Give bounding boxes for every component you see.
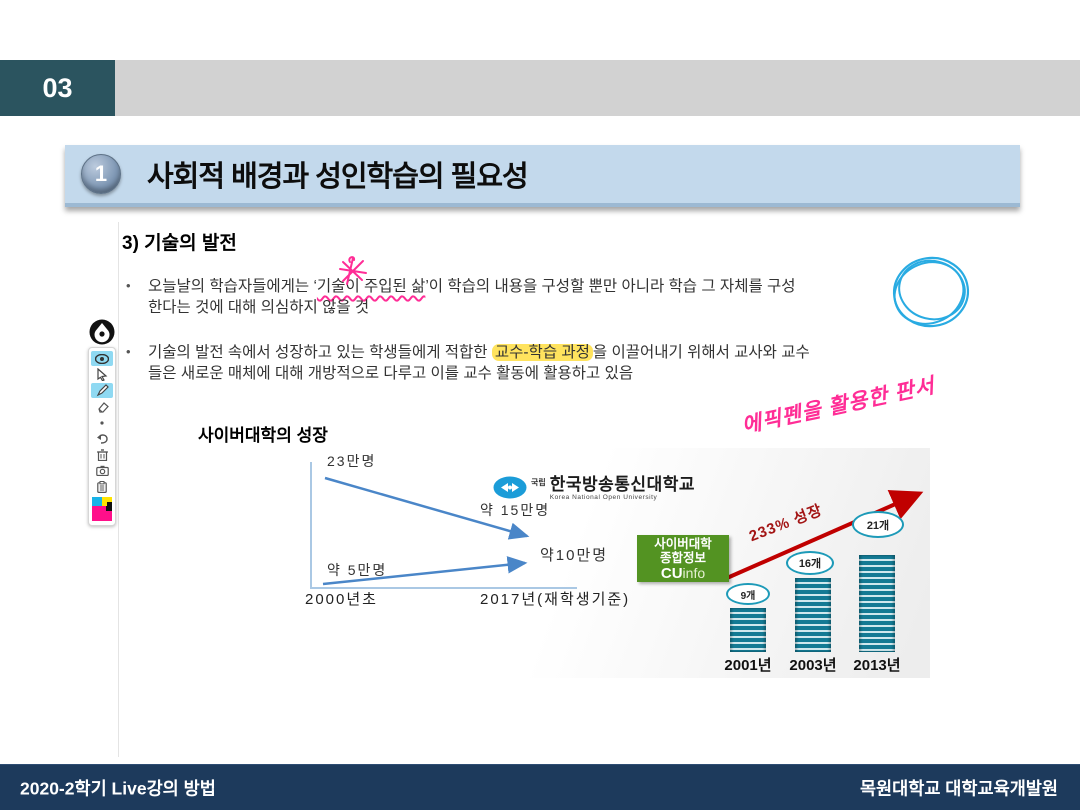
undo-icon[interactable] <box>91 431 113 446</box>
bullet-item-1: • 오늘날의 학습자들에게는 ‘기술이 주입된 삶’이 학습의 내용을 구성할 … <box>126 276 796 318</box>
black-corner-swatch <box>107 502 112 506</box>
bar-2001 <box>730 608 766 652</box>
cuinfo-line2: 종합정보 <box>659 550 706 565</box>
bullet-item-2: • 기술의 발전 속에서 성장하고 있는 학생들에게 적합한 교수-학습 과정 을… <box>126 342 810 384</box>
cuinfo-brand-bold: CU <box>660 565 683 582</box>
knou-emblem-icon <box>493 476 527 499</box>
epic-pen-panel <box>88 347 116 526</box>
visibility-icon[interactable] <box>91 351 113 366</box>
knou-name-english: Korea National Open University <box>549 494 658 501</box>
bullet2-line2: 들은 새로운 매체에 대해 개방적으로 다루고 이를 교수 활동에 활용하고 있… <box>148 365 634 382</box>
knou-name: 한국방송통신대학교 <box>549 475 695 494</box>
chart-lines <box>310 462 924 589</box>
screenshot-icon[interactable] <box>91 463 113 478</box>
bullet1-line2: 한다는 것에 대해 의심하지 않을 것 <box>148 299 370 316</box>
knou-logo: 국립 한국방송통신대학교 Korea National Open Univers… <box>493 476 695 501</box>
cursor-icon[interactable] <box>91 367 113 382</box>
black-swatch[interactable] <box>106 506 112 511</box>
bullet1-pen-underlined-text: 기술이 주입된 삶 <box>316 278 426 295</box>
color-palette-icon[interactable] <box>92 497 112 521</box>
footer-bar: 2020-2학기 Live강의 방법 목원대학교 대학교육개발원 <box>0 764 1080 810</box>
bullet2-highlighted-text: 교수-학습 과정 <box>491 344 593 361</box>
section-number-badge: 1 <box>81 154 121 194</box>
eraser-icon[interactable] <box>91 399 113 414</box>
bullet-marker: • <box>126 344 131 359</box>
footer-course-title: 2020-2학기 Live강의 방법 <box>20 778 216 798</box>
bar-count-2013: 21개 <box>852 511 904 538</box>
bullet1-circled-text: 구성 <box>767 278 796 295</box>
descending-trend-arrow <box>324 476 530 540</box>
size-dot-icon[interactable] <box>91 415 113 430</box>
bullet1-seg2: ’이 학습의 내용을 구성할 뿐만 아니라 학습 그 자체를 <box>425 278 768 295</box>
bullet-text-1: 오늘날의 학습자들에게는 ‘기술이 주입된 삶’이 학습의 내용을 구성할 뿐만… <box>148 276 796 318</box>
figure-title: 사이버대학의 성장 <box>198 426 328 445</box>
bar-count-2001: 9개 <box>726 583 770 605</box>
growth-arrow <box>726 490 924 580</box>
ascending-trend-arrow <box>322 556 528 586</box>
cuinfo-brand-light: info <box>682 565 706 581</box>
year-label-2001: 2001년 <box>724 657 772 674</box>
bullet-marker: • <box>126 278 131 293</box>
trash-icon[interactable] <box>91 447 113 462</box>
blue-circle-doodle <box>892 256 970 328</box>
bullet2-seg1: 기술의 발전 속에서 성장하고 있는 학생들에게 적합한 <box>148 344 492 361</box>
section-heading: 3) 기술의 발전 <box>122 233 237 254</box>
bullet2-seg2: 을 이끌어내기 위해서 교사와 교수 <box>592 344 810 361</box>
top-gray-strip <box>115 60 1080 116</box>
footer-institution: 목원대학교 대학교육개발원 <box>859 778 1058 798</box>
cuinfo-badge: 사이버대학 종합정보 CUinfo <box>637 535 729 582</box>
yellow-swatch[interactable] <box>102 497 112 506</box>
bar-count-2003: 16개 <box>786 551 834 575</box>
x-label-2017: 2017년(재학생기준) <box>480 591 631 608</box>
title-banner: 1 사회적 배경과 성인학습의 필요성 <box>65 145 1020 207</box>
cyber-university-chart: 23만명 약 15만명 약10만명 약 5만명 2000년초 2017년(재학생… <box>275 448 930 678</box>
label-230k: 23만명 <box>327 453 377 469</box>
cuinfo-line1: 사이버대학 <box>654 537 712 551</box>
epic-pen-logo-icon[interactable] <box>89 319 115 345</box>
bullet1-seg1: 오늘날의 학습자들에게는 ‘ <box>148 278 317 295</box>
bar-2003 <box>795 578 831 652</box>
pen-icon[interactable] <box>91 383 113 398</box>
bullet-text-2: 기술의 발전 속에서 성장하고 있는 학생들에게 적합한 교수-학습 과정 을 이… <box>148 342 810 384</box>
clipboard-icon[interactable] <box>91 479 113 494</box>
x-label-2000: 2000년초 <box>305 591 378 608</box>
year-label-2003: 2003년 <box>789 657 837 674</box>
bar-2013 <box>859 555 895 652</box>
label-50k: 약 5만명 <box>327 562 388 578</box>
label-150k: 약 15만명 <box>480 502 551 518</box>
year-label-2013: 2013년 <box>853 657 901 674</box>
cuinfo-brand: CUinfo <box>637 565 729 582</box>
label-100k: 약10만명 <box>540 547 609 564</box>
slide-number-badge: 03 <box>0 60 115 116</box>
cyan-swatch[interactable] <box>92 497 102 506</box>
page-title: 사회적 배경과 성인학습의 필요성 <box>147 161 529 193</box>
left-guide-line <box>118 222 119 757</box>
epic-pen-toolbar <box>87 319 117 526</box>
knou-prefix: 국립 <box>531 478 546 487</box>
